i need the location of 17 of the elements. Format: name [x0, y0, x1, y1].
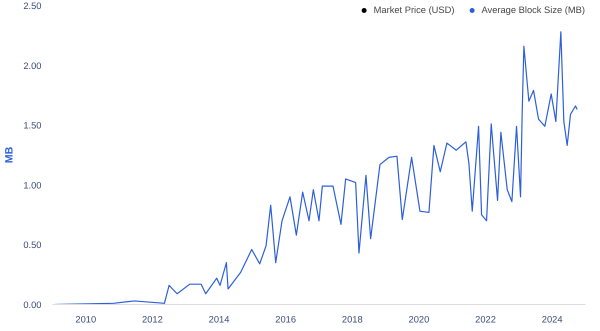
y-tick-label: 1.00: [23, 180, 42, 190]
x-tick-label: 2012: [142, 314, 163, 324]
x-tick-label: 2016: [275, 314, 296, 324]
x-tick-label: 2024: [542, 314, 563, 324]
y-tick-label: 2.50: [23, 1, 42, 11]
x-tick-label: 2020: [408, 314, 430, 324]
y-axis-title: MB: [3, 146, 16, 164]
x-tick-label: 2022: [475, 314, 496, 324]
y-tick-label: 2.00: [23, 60, 42, 71]
x-tick-label: 2014: [208, 314, 230, 324]
y-tick-label: 1.50: [23, 120, 42, 131]
legend-label: Average Block Size (MB): [481, 5, 585, 15]
y-tick-label: 0.50: [23, 240, 42, 250]
legend-label: Market Price (USD): [374, 5, 454, 15]
y-tick-label: 0.00: [23, 300, 42, 310]
x-tick-label: 2010: [75, 314, 96, 324]
x-tick-label: 2018: [342, 314, 363, 324]
